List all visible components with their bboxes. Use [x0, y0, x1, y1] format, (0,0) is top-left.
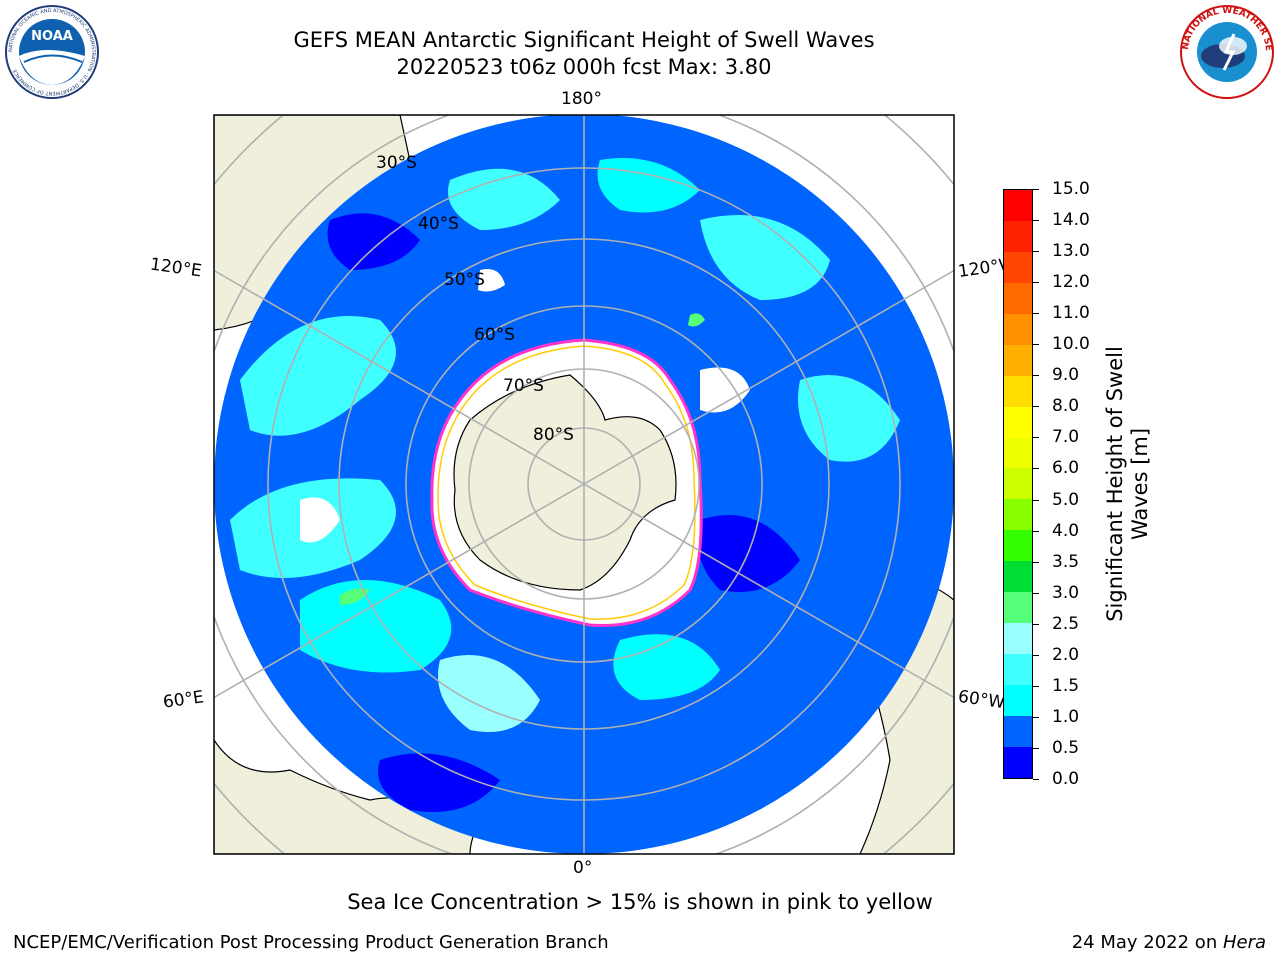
lat-label-70s: 70°S [503, 376, 544, 396]
colorbar-segment [1004, 220, 1032, 252]
colorbar-segment [1004, 716, 1032, 748]
lat-label-30s: 30°S [376, 153, 417, 173]
lon-label-180: 180° [561, 89, 602, 109]
colorbar-tick-mark [1033, 282, 1039, 283]
colorbar-tick-mark [1033, 500, 1039, 501]
colorbar-label: Significant Height of Swell Waves [m] [1103, 346, 1152, 622]
colorbar-tick-label: 4.0 [1052, 520, 1080, 541]
colorbar-tick-mark [1033, 468, 1039, 469]
colorbar-segment [1004, 189, 1032, 221]
colorbar-segment [1004, 468, 1032, 500]
colorbar-tick-label: 6.0 [1052, 458, 1080, 479]
colorbar-segment [1004, 623, 1032, 655]
colorbar-segment [1004, 375, 1032, 407]
colorbar [1003, 189, 1033, 779]
colorbar-tick-mark [1033, 686, 1039, 687]
colorbar-tick-mark [1033, 406, 1039, 407]
noaa-logo-text: NOAA [31, 29, 73, 44]
colorbar-tick-label: 1.5 [1052, 675, 1080, 696]
colorbar-tick-mark [1033, 437, 1039, 438]
nws-logo: NATIONAL WEATHER SERVICE [1178, 4, 1274, 99]
colorbar-segment [1004, 747, 1032, 778]
colorbar-tick-label: 9.0 [1052, 365, 1080, 386]
colorbar-tick-label: 3.0 [1052, 582, 1080, 603]
colorbar-tick-label: 11.0 [1052, 303, 1090, 324]
colorbar-tick-label: 8.0 [1052, 396, 1080, 417]
date-line: 24 May 2022 on Hera [1071, 932, 1266, 953]
colorbar-segment [1004, 313, 1032, 345]
colorbar-tick-mark [1033, 313, 1039, 314]
chart-subtitle: 20220523 t06z 000h fcst Max: 3.80 [396, 55, 772, 79]
noaa-logo: NOAA NATIONAL OCEANIC AND ATMOSPHERIC AD… [5, 5, 99, 99]
colorbar-segment [1004, 530, 1032, 562]
colorbar-tick-mark [1033, 717, 1039, 718]
colorbar-tick-label: 10.0 [1052, 334, 1090, 355]
colorbar-segment [1004, 499, 1032, 531]
map-frame [213, 114, 955, 855]
colorbar-tick-mark [1033, 251, 1039, 252]
colorbar-tick-label: 5.0 [1052, 489, 1080, 510]
colorbar-segment [1004, 251, 1032, 283]
colorbar-tick-label: 2.5 [1052, 613, 1080, 634]
colorbar-tick-mark [1033, 562, 1039, 563]
chart-title: GEFS MEAN Antarctic Significant Height o… [293, 28, 875, 52]
colorbar-tick-mark [1033, 655, 1039, 656]
colorbar-tick-label: 7.0 [1052, 427, 1080, 448]
colorbar-segment [1004, 282, 1032, 314]
graticule [214, 115, 954, 854]
sea-ice-note: Sea Ice Concentration > 15% is shown in … [347, 890, 933, 914]
colorbar-segment [1004, 344, 1032, 376]
colorbar-tick-mark [1033, 531, 1039, 532]
swell-field [230, 158, 900, 812]
colorbar-tick-label: 3.5 [1052, 551, 1080, 572]
lat-label-50s: 50°S [444, 270, 485, 290]
credit-line: NCEP/EMC/Verification Post Processing Pr… [13, 932, 609, 953]
colorbar-tick-label: 14.0 [1052, 210, 1090, 231]
colorbar-segment [1004, 406, 1032, 438]
colorbar-tick-label: 15.0 [1052, 179, 1090, 199]
lat-label-60s: 60°S [474, 325, 515, 345]
colorbar-segment [1004, 561, 1032, 593]
colorbar-segment [1004, 592, 1032, 624]
antarctica [453, 374, 677, 591]
lat-label-40s: 40°S [418, 214, 459, 234]
colorbar-tick-mark [1033, 748, 1039, 749]
colorbar-tick-mark [1033, 624, 1039, 625]
lat-label-80s: 80°S [533, 425, 574, 445]
colorbar-tick-mark [1033, 375, 1039, 376]
colorbar-tick-mark [1033, 189, 1039, 190]
colorbar-tick-mark [1033, 779, 1039, 780]
colorbar-segment [1004, 654, 1032, 686]
colorbar-segment [1004, 437, 1032, 469]
colorbar-tick-label: 2.0 [1052, 644, 1080, 665]
colorbar-tick-mark [1033, 344, 1039, 345]
colorbar-tick-label: 0.0 [1052, 769, 1080, 789]
colorbar-tick-mark [1033, 220, 1039, 221]
host-name: Hera [1222, 932, 1266, 953]
colorbar-tick-mark [1033, 593, 1039, 594]
colorbar-tick-label: 0.5 [1052, 737, 1080, 758]
colorbar-segment [1004, 685, 1032, 717]
colorbar-tick-label: 1.0 [1052, 706, 1080, 727]
lon-label-0: 0° [573, 858, 593, 878]
colorbar-tick-label: 12.0 [1052, 272, 1090, 293]
colorbar-tick-label: 13.0 [1052, 241, 1090, 262]
